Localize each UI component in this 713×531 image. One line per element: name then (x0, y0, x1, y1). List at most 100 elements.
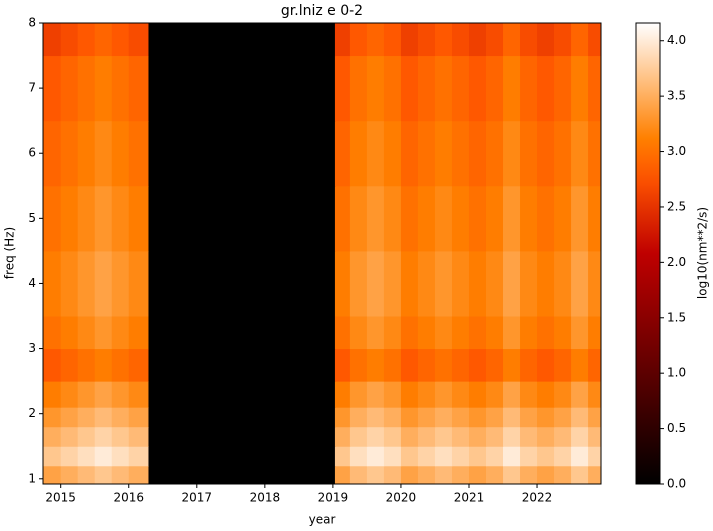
heatmap-cell (77, 120, 96, 187)
heatmap-cell (383, 23, 402, 57)
heatmap-cell (485, 407, 504, 428)
heatmap-cell (537, 348, 555, 382)
heatmap-cell (503, 465, 521, 485)
heatmap-cell (451, 23, 470, 57)
heatmap-cell (588, 250, 602, 317)
heatmap-cell (468, 407, 487, 428)
heatmap-cell (417, 426, 436, 447)
x-tick-label: 2021 (454, 491, 485, 505)
heatmap-cell (520, 446, 538, 467)
heatmap-cell (451, 316, 470, 350)
heatmap-cell (537, 407, 555, 428)
heatmap-cell (148, 446, 336, 467)
heatmap-cell (503, 185, 521, 252)
x-tick-label: 2020 (386, 491, 417, 505)
heatmap-cell (451, 185, 470, 252)
heatmap-cell (554, 407, 572, 428)
heatmap-cell (94, 381, 113, 408)
heatmap-cell (366, 120, 385, 187)
heatmap-cell (128, 120, 149, 187)
heatmap-cell (383, 316, 402, 350)
heatmap-cell (554, 348, 572, 382)
heatmap-cell (111, 348, 130, 382)
heatmap-cell (554, 250, 572, 317)
plot-frame (42, 22, 602, 485)
heatmap-cell (588, 23, 602, 57)
heatmap-cell (366, 446, 385, 467)
colorbar-label: log10(nm**2/s) (696, 207, 710, 299)
heatmap-cell (77, 250, 96, 317)
heatmap-cell (334, 250, 351, 317)
colorbar-tick-label: 1.0 (667, 366, 686, 380)
heatmap-cell (417, 185, 436, 252)
heatmap-cell (417, 465, 436, 485)
x-tick-label: 2019 (318, 491, 349, 505)
heatmap-cell (485, 446, 504, 467)
heatmap-cell (77, 465, 96, 485)
heatmap-cell (43, 381, 62, 408)
heatmap-cell (128, 185, 149, 252)
heatmap-cell (434, 316, 453, 350)
heatmap-cell (366, 465, 385, 485)
heatmap-cell (349, 55, 368, 122)
heatmap-cell (148, 407, 336, 428)
heatmap-cell (417, 348, 436, 382)
heatmap-cell (520, 426, 538, 447)
heatmap-cell (485, 120, 504, 187)
heatmap-cell (77, 23, 96, 57)
heatmap-cell (94, 316, 113, 350)
heatmap-cell (468, 465, 487, 485)
heatmap-cell (43, 316, 62, 350)
heatmap-cell (400, 250, 419, 317)
heatmap-cell (148, 185, 336, 252)
heatmap-cell (400, 120, 419, 187)
heatmap-cell (94, 55, 113, 122)
heatmap-cell (148, 55, 336, 122)
heatmap-cell (417, 55, 436, 122)
heatmap-cell (554, 446, 572, 467)
heatmap-cell (60, 465, 79, 485)
heatmap-cell (468, 120, 487, 187)
heatmap-cell (334, 381, 351, 408)
heatmap-cell (334, 120, 351, 187)
heatmap-cell (60, 250, 79, 317)
heatmap-cell (334, 55, 351, 122)
heatmap-cell (383, 185, 402, 252)
heatmap-cell (434, 465, 453, 485)
heatmap-cell (400, 316, 419, 350)
heatmap-cell (434, 381, 453, 408)
x-tick-label: 2016 (113, 491, 144, 505)
heatmap-cell (537, 120, 555, 187)
heatmap-cell (349, 250, 368, 317)
heatmap-cell (451, 465, 470, 485)
heatmap-cell (451, 381, 470, 408)
heatmap-cell (468, 250, 487, 317)
heatmap-cell (148, 23, 336, 57)
heatmap-cell (520, 55, 538, 122)
colorbar-tick-label: 2.0 (667, 255, 686, 269)
heatmap-cell (148, 426, 336, 447)
heatmap-cell (554, 381, 572, 408)
heatmap-cell (571, 55, 589, 122)
heatmap-cell (334, 407, 351, 428)
heatmap-cell (148, 120, 336, 187)
heatmap-cell (537, 316, 555, 350)
heatmap-cell (520, 465, 538, 485)
heatmap-cell (434, 348, 453, 382)
heatmap-cell (571, 250, 589, 317)
heatmap-cell (94, 185, 113, 252)
y-axis-label: freq (Hz) (3, 227, 17, 279)
heatmap-cell (148, 381, 336, 408)
y-tick-label: 3 (28, 341, 36, 355)
heatmap-cell (588, 407, 602, 428)
heatmap-cell (77, 426, 96, 447)
heatmap-cell (571, 465, 589, 485)
heatmap-cell (485, 23, 504, 57)
heatmap-cell (400, 426, 419, 447)
heatmap-cell (554, 465, 572, 485)
heatmap-cell (128, 446, 149, 467)
heatmap-cell (60, 55, 79, 122)
heatmap-cell (520, 348, 538, 382)
heatmap-cell (400, 407, 419, 428)
